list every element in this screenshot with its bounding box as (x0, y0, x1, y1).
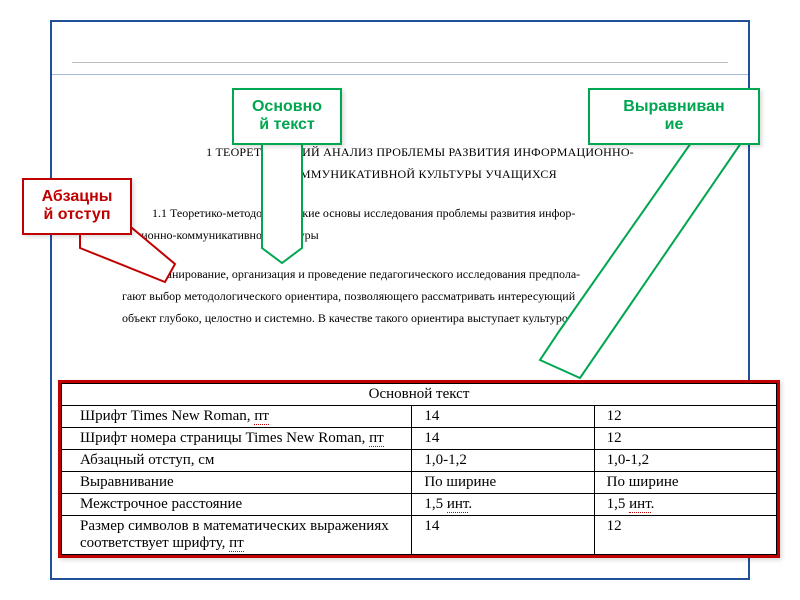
param-value-1: 14 (412, 428, 594, 450)
table-row: Размер символов в математических выражен… (62, 516, 777, 555)
callout-main-text: Основной текст (232, 88, 342, 145)
param-value-1: 1,5 инт. (412, 494, 594, 516)
param-value-1: По ширине (412, 472, 594, 494)
param-value-2: 1,5 инт. (594, 494, 776, 516)
callout-indent: Абзацный отступ (22, 178, 132, 235)
subheading: 1.1 Теоретико-методологические основы ис… (122, 203, 718, 246)
param-value-2: По ширине (594, 472, 776, 494)
param-value-2: 12 (594, 406, 776, 428)
heading-line-2: КОММУНИКАТИВНОЙ КУЛЬТУРЫ УЧАЩИХСЯ (283, 167, 557, 181)
param-value-2: 12 (594, 428, 776, 450)
document-body: 1 ТЕОРЕТИЧЕСКИЙ АНАЛИЗ ПРОБЛЕМЫ РАЗВИТИЯ… (122, 142, 718, 333)
param-label: Абзацный отступ, см (62, 450, 412, 472)
param-value-1: 14 (412, 516, 594, 555)
params-table: Основной текстШрифт Times New Roman, пт1… (61, 383, 777, 555)
table-title-row: Основной текст (62, 384, 777, 406)
param-value-2: 12 (594, 516, 776, 555)
param-value-1: 14 (412, 406, 594, 428)
page-rule (72, 62, 728, 63)
heading-line-1: 1 ТЕОРЕТИЧЕСКИЙ АНАЛИЗ ПРОБЛЕМЫ РАЗВИТИЯ… (206, 145, 634, 159)
table-row: Межстрочное расстояние1,5 инт.1,5 инт. (62, 494, 777, 516)
table-title: Основной текст (62, 384, 777, 406)
param-label: Межстрочное расстояние (62, 494, 412, 516)
param-value-2: 1,0-1,2 (594, 450, 776, 472)
table-row: Шрифт номера страницы Times New Roman, п… (62, 428, 777, 450)
param-label: Выравнивание (62, 472, 412, 494)
params-table-container: Основной текстШрифт Times New Roman, пт1… (58, 380, 780, 558)
param-label: Размер символов в математических выражен… (62, 516, 412, 555)
section-heading: 1 ТЕОРЕТИЧЕСКИЙ АНАЛИЗ ПРОБЛЕМЫ РАЗВИТИЯ… (122, 142, 718, 185)
callout-alignment: Выравнивание (588, 88, 760, 145)
param-label: Шрифт номера страницы Times New Roman, п… (62, 428, 412, 450)
table-row: Абзацный отступ, см1,0-1,21,0-1,2 (62, 450, 777, 472)
body-paragraph: Планирование, организация и проведение п… (122, 264, 718, 329)
stage: 1 ТЕОРЕТИЧЕСКИЙ АНАЛИЗ ПРОБЛЕМЫ РАЗВИТИЯ… (0, 0, 800, 600)
table-row: Шрифт Times New Roman, пт1412 (62, 406, 777, 428)
table-row: ВыравниваниеПо ширинеПо ширине (62, 472, 777, 494)
param-value-1: 1,0-1,2 (412, 450, 594, 472)
page-header-rule (52, 74, 748, 75)
param-label: Шрифт Times New Roman, пт (62, 406, 412, 428)
